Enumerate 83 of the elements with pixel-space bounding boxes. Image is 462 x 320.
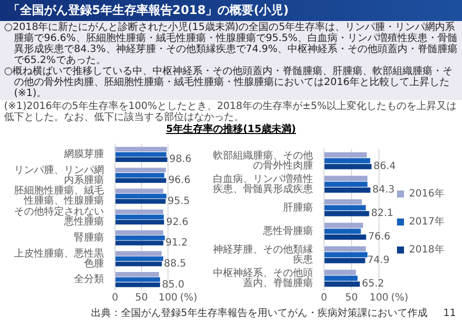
bar — [116, 214, 164, 220]
x-tick-label: 0 — [320, 292, 328, 304]
bar — [324, 182, 368, 187]
text: 5年生存率の推移(15歳未満) — [164, 124, 297, 136]
data-label: 82.1 — [371, 208, 394, 220]
bar — [116, 152, 166, 157]
bar — [116, 188, 164, 194]
y-tick-label: 白血病、リンパ増殖性疾患、骨髄異形成疾患 — [213, 172, 313, 195]
bar — [116, 178, 166, 183]
y-tick-label: 中枢神経系、その他頭蓋内、脊髄腫瘍 — [213, 266, 313, 289]
bar — [116, 172, 164, 178]
bar — [116, 282, 160, 288]
y-tick-label: 肝腫瘍 — [283, 201, 313, 214]
bar — [324, 281, 360, 287]
bar — [116, 262, 162, 266]
y-tick-label: 軟部組織腫瘍、その他の骨外性肉腫 — [213, 149, 313, 172]
legend-label: 2017年 — [409, 216, 444, 228]
data-label: 65.2 — [362, 278, 384, 290]
bar — [116, 236, 165, 240]
x-tick-label: 100 — [369, 292, 389, 304]
bar — [116, 251, 162, 256]
bar — [324, 258, 366, 264]
data-label: 86.4 — [374, 161, 396, 172]
y-tick-label: 全分類 — [74, 273, 104, 286]
data-label: 74.9 — [367, 255, 390, 266]
bar — [324, 152, 367, 158]
data-label: 92.6 — [166, 216, 188, 228]
bar — [324, 228, 361, 234]
legend-label: 2016年 — [409, 188, 444, 200]
bar — [324, 276, 358, 281]
data-label: 76.6 — [368, 232, 390, 243]
bar — [324, 270, 356, 276]
y-tick-label: その他特定されない悪性腫瘍 — [14, 206, 104, 228]
text: (※1)2016年の5年生存率を100%としたとき、2018年の生存率が±5%以上変化したものを上昇又は低下とした。なお、低下に該当する部位はなかった。 — [3, 100, 458, 123]
x-axis-title: (%) — [180, 292, 198, 304]
legend-label: 2018年 — [409, 244, 444, 256]
bar — [324, 205, 366, 210]
bar — [324, 252, 368, 258]
x-tick-label: 100 — [158, 292, 178, 304]
y-tick-label: 上皮性腫瘍、悪性黒色腫 — [14, 247, 104, 270]
bar — [116, 240, 164, 246]
x-tick-label: 50 — [135, 292, 148, 304]
bar — [324, 210, 370, 216]
bar — [116, 146, 167, 152]
bar — [324, 176, 368, 182]
bar — [324, 164, 372, 170]
y-tick-label: 胚細胞性腫瘍、絨毛性腫瘍、性腺腫瘍 — [14, 184, 104, 207]
y-tick-label: リンパ腫、リンパ網内系腫瘍 — [14, 164, 104, 186]
text: ○概ね横ばいで推移している中、中枢神経系・その他頭蓋内・脊髄腫瘍、肝腫瘍、軟部組織腫瘍・その他の骨外性肉腫、胚細胞性腫瘍・絨毛性腫瘍・性腺腫瘍においては2016年と比較して上昇した(※1)。 — [4, 66, 454, 99]
bar — [324, 158, 370, 164]
bar — [116, 168, 166, 172]
bar — [324, 222, 364, 228]
chart-title: 「全国がん登録5年生存率報告2018」の概要(小児) — [0, 0, 462, 21]
data-label: 84.3 — [372, 184, 395, 196]
bar — [116, 220, 164, 225]
data-label: 95.5 — [168, 196, 190, 207]
text: 11 — [443, 308, 456, 319]
x-tick-label: 0 — [112, 292, 118, 304]
x-tick-label: 50 — [345, 292, 358, 304]
bar — [116, 209, 164, 214]
bar — [116, 199, 166, 204]
data-label: 96.6 — [168, 175, 190, 186]
y-tick-label: 悪性骨腫瘍 — [262, 224, 313, 237]
bar — [116, 230, 164, 235]
bar — [116, 157, 168, 162]
data-label: 88.5 — [164, 258, 186, 270]
bar — [324, 187, 370, 193]
data-label: 85.0 — [162, 279, 184, 290]
data-label: 98.6 — [169, 154, 192, 166]
x-axis-title: (%) — [391, 292, 408, 304]
y-tick-label: 神経芽腫、その他類縁疾患 — [213, 243, 313, 266]
bar — [324, 246, 366, 252]
bar — [324, 199, 362, 205]
bar — [324, 234, 366, 240]
y-tick-label: 網膜芽腫 — [63, 148, 104, 160]
bar — [116, 277, 160, 282]
text: ○2018年に新たにがんと診断された小児(15歳未満)の全国の5年生存率は、リンパ腫・リンパ網内系腫瘍で96.6%、胚細胞性腫瘍・絨毛性腫瘍・性腺腫瘍で95.5%、白血病・リンパ増殖性疾患・骨髄異形成疾患で84.3%、神経芽腫・その他類縁疾患で74.9%、中枢神経系・その他頭蓋内・脊髄腫瘍で65.2%であった。 — [4, 22, 458, 66]
bar — [116, 272, 159, 277]
y-tick-label: 腎腫瘍 — [74, 231, 104, 244]
bar — [116, 194, 166, 198]
source-note: 出典：全国がん登録5年生存率報告を用いてがん・疾病対策課において作成 — [90, 308, 428, 319]
bar — [116, 256, 164, 262]
data-label: 91.2 — [165, 238, 188, 249]
